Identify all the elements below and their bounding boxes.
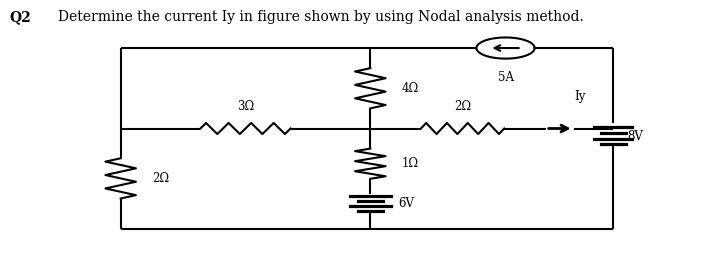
Text: 5A: 5A: [498, 71, 513, 84]
Text: 2Ω: 2Ω: [152, 172, 169, 185]
Text: 4Ω: 4Ω: [402, 82, 419, 95]
Text: 1Ω: 1Ω: [402, 157, 419, 170]
Text: Q2: Q2: [10, 10, 31, 24]
Text: Determine the current Iy in figure shown by using Nodal analysis method.: Determine the current Iy in figure shown…: [58, 10, 584, 24]
Text: 6V: 6V: [398, 197, 414, 210]
Text: 3Ω: 3Ω: [237, 100, 254, 113]
Text: 2Ω: 2Ω: [454, 100, 471, 113]
Text: Iy: Iy: [575, 90, 586, 103]
Text: 8V: 8V: [627, 130, 643, 143]
